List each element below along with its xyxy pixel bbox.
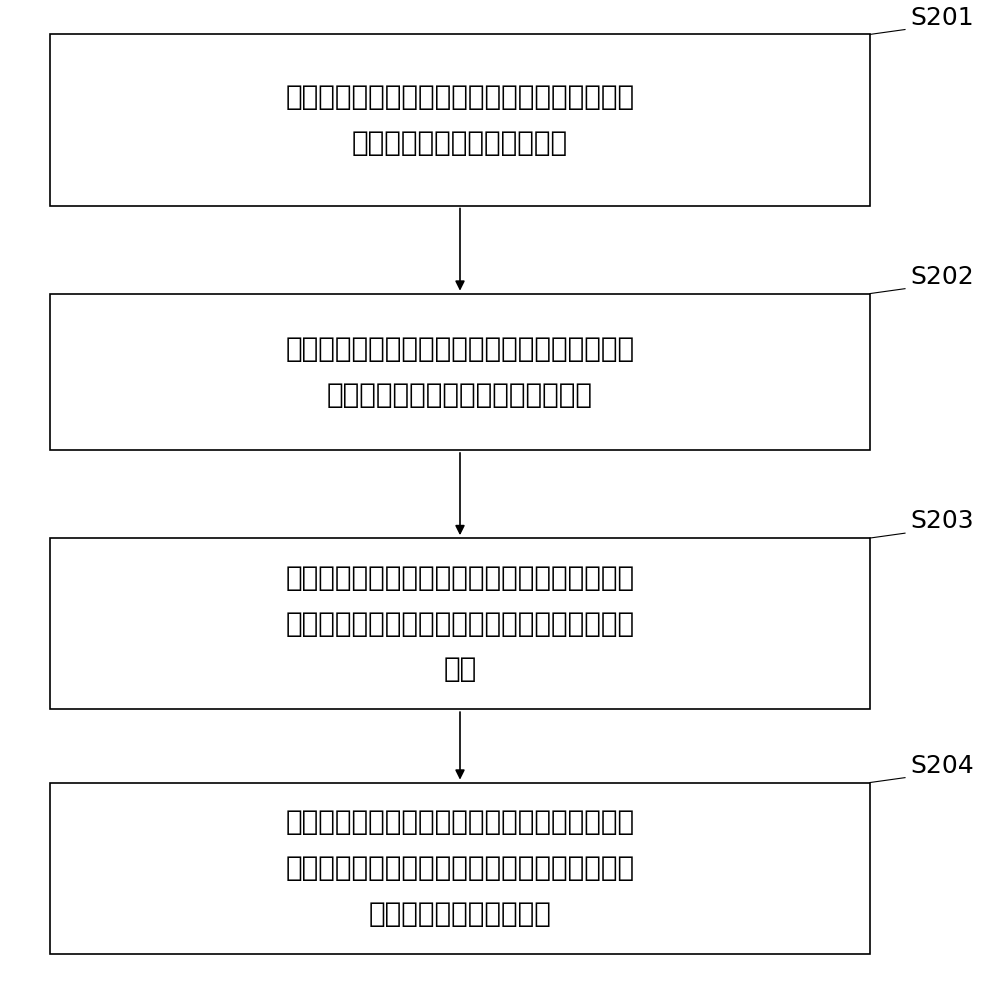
Text: 根据所述荷电状态变量、所述过程误差变量、所
述测量误差变量和所述二阶仿真等效模型，得到
每个电芯的当前荷电状态: 根据所述荷电状态变量、所述过程误差变量、所 述测量误差变量和所述二阶仿真等效模型…	[285, 808, 635, 928]
Text: S204: S204	[910, 754, 974, 778]
Text: 通过创建的第二扩展卡尔曼滤波算法进行变量估
算，得到所述电池组的过程误差变量和测量误差
变量: 通过创建的第二扩展卡尔曼滤波算法进行变量估 算，得到所述电池组的过程误差变量和测…	[285, 564, 635, 683]
Bar	[50, 782, 870, 954]
Bar	[50, 294, 870, 450]
Text: S202: S202	[910, 264, 974, 289]
Bar	[50, 538, 870, 709]
Text: 创建二阶仿真等效模型，并通过测量确定所述二
阶仿真等效模型中的多个参数: 创建二阶仿真等效模型，并通过测量确定所述二 阶仿真等效模型中的多个参数	[285, 84, 635, 156]
Text: 通过创建的第一扩展卡尔曼滤波算法进行变量估
算，得到所述电池组的荷电状态变量: 通过创建的第一扩展卡尔曼滤波算法进行变量估 算，得到所述电池组的荷电状态变量	[285, 335, 635, 409]
Text: S201: S201	[910, 6, 974, 29]
Text: S203: S203	[910, 509, 974, 533]
Bar	[50, 34, 870, 205]
